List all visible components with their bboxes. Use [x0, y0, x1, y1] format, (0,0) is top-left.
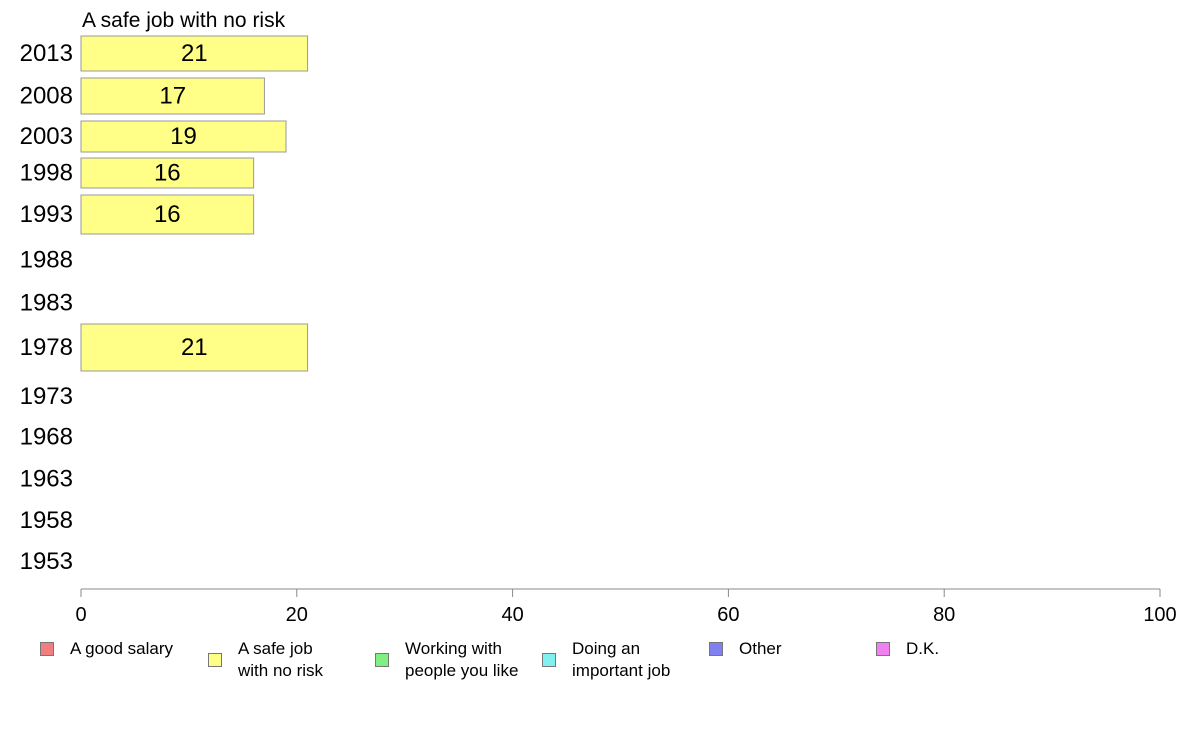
- bar: [80, 323, 309, 372]
- x-tick-label: 80: [933, 604, 955, 626]
- x-tick-label: 60: [717, 604, 739, 626]
- y-tick-label: 1973: [20, 383, 73, 410]
- x-tick-label: 0: [75, 604, 86, 626]
- bar-value-label: 21: [181, 40, 208, 67]
- legend-item: Doing an important job: [542, 638, 670, 682]
- bar-value-label: 16: [154, 201, 181, 228]
- legend-swatch: [40, 642, 54, 656]
- x-tick-label: 100: [1143, 604, 1176, 626]
- y-tick-label: 1978: [20, 334, 73, 361]
- x-axis-ticks: 0 20 40 60 80 100: [75, 589, 1177, 626]
- bar: [80, 194, 255, 235]
- legend-swatch: [876, 642, 890, 656]
- y-tick-label: 2013: [20, 40, 73, 67]
- legend-swatch: [709, 642, 723, 656]
- y-tick-label: 1983: [20, 290, 73, 317]
- bar: [80, 77, 265, 115]
- legend: A good salary A safe job with no risk Work…: [0, 632, 1188, 692]
- bar-value-label: 16: [154, 160, 181, 187]
- legend-item: Other: [709, 638, 782, 660]
- bar-value-label: 19: [170, 123, 197, 150]
- y-tick-label: 1988: [20, 247, 73, 274]
- legend-item: D.K.: [876, 638, 939, 660]
- y-axis-labels: 2013 2008 2003 1998 1993 1988 1983 1978 1973 1968…: [20, 40, 73, 575]
- bar-value-label: 17: [159, 83, 186, 110]
- y-tick-label: 1993: [20, 201, 73, 228]
- y-tick-label: 2003: [20, 123, 73, 150]
- chart-title: A safe job with no risk: [82, 9, 286, 32]
- legend-label: A safe job with no risk: [238, 639, 324, 680]
- bars-group: 21 17 19 16 16 21: [80, 35, 309, 372]
- y-tick-label: 1998: [20, 160, 73, 187]
- legend-label: D.K.: [906, 639, 940, 658]
- bar: [80, 157, 255, 189]
- y-tick-label: 1968: [20, 424, 73, 451]
- legend-item: Working with people you like: [375, 638, 518, 682]
- y-tick-label: 1958: [20, 507, 73, 534]
- bar: [80, 120, 287, 153]
- x-tick-label: 20: [286, 604, 308, 626]
- legend-label: Other: [739, 639, 782, 658]
- legend-item: A good salary: [40, 638, 173, 660]
- legend-label: A good salary: [70, 639, 174, 658]
- y-tick-label: 2008: [20, 83, 73, 110]
- y-tick-label: 1963: [20, 466, 73, 493]
- legend-swatch: [208, 653, 222, 667]
- legend-item: A safe job with no risk: [208, 638, 323, 682]
- legend-swatch: [542, 653, 556, 667]
- legend-label: Working with people you like: [405, 639, 519, 680]
- bar-value-label: 21: [181, 334, 208, 361]
- x-tick-label: 40: [501, 604, 523, 626]
- bar: [80, 35, 309, 72]
- legend-swatch: [375, 653, 389, 667]
- y-tick-label: 1953: [20, 548, 73, 575]
- legend-label: Doing an important job: [572, 639, 671, 680]
